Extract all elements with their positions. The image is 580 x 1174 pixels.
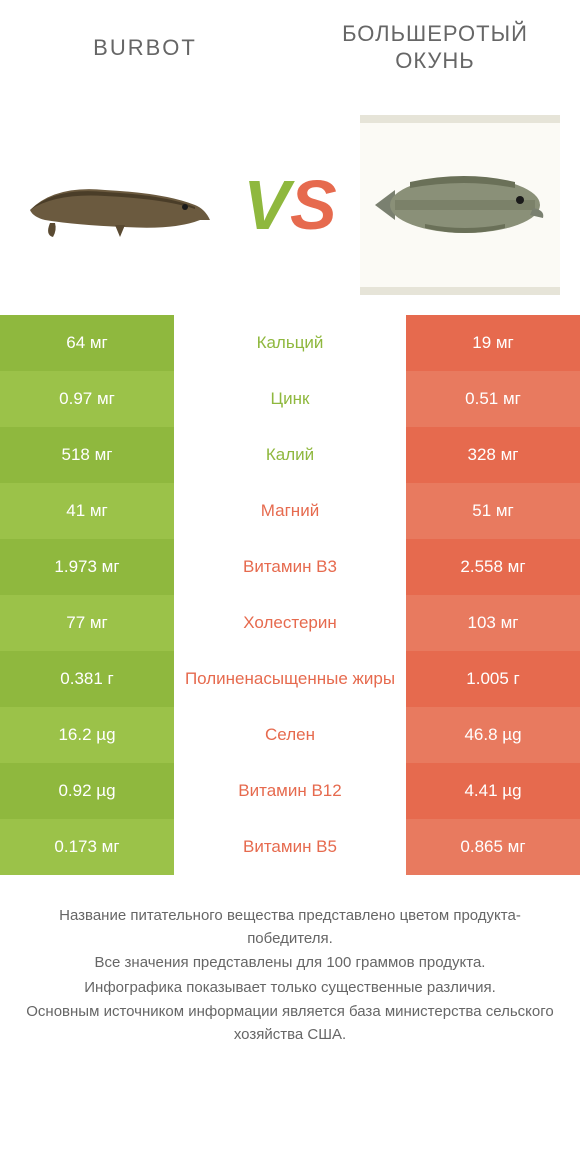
table-row: 0.97 мгЦинк0.51 мг <box>0 371 580 427</box>
nutrient-label: Кальций <box>174 315 406 371</box>
value-left: 41 мг <box>0 483 174 539</box>
table-row: 0.173 мгВитамин B50.865 мг <box>0 819 580 875</box>
value-right: 46.8 µg <box>406 707 580 763</box>
footer-line-3: Инфографика показывает только существенн… <box>20 977 560 1000</box>
vs-v: V <box>243 166 290 244</box>
nutrient-label: Магний <box>174 483 406 539</box>
value-left: 16.2 µg <box>0 707 174 763</box>
value-right: 1.005 г <box>406 651 580 707</box>
vs-label: VS <box>243 165 336 245</box>
value-right: 2.558 мг <box>406 539 580 595</box>
table-row: 64 мгКальций19 мг <box>0 315 580 371</box>
table-row: 16.2 µgСелен46.8 µg <box>0 707 580 763</box>
nutrient-label: Калий <box>174 427 406 483</box>
nutrient-label: Селен <box>174 707 406 763</box>
footer-line-4: Основным источником информации является … <box>20 1001 560 1046</box>
value-right: 103 мг <box>406 595 580 651</box>
nutrient-label: Полиненасыщенные жиры <box>174 651 406 707</box>
value-left: 1.973 мг <box>0 539 174 595</box>
header: BURBOT БОЛЬШЕРОТЫЙ ОКУНЬ <box>0 0 580 95</box>
value-right: 4.41 µg <box>406 763 580 819</box>
table-row: 1.973 мгВитамин B32.558 мг <box>0 539 580 595</box>
vs-s: S <box>290 166 337 244</box>
hero-row: VS <box>0 95 580 315</box>
value-left: 0.381 г <box>0 651 174 707</box>
value-right: 0.51 мг <box>406 371 580 427</box>
value-left: 518 мг <box>0 427 174 483</box>
nutrient-label: Цинк <box>174 371 406 427</box>
table-row: 0.381 гПолиненасыщенные жиры1.005 г <box>0 651 580 707</box>
footer-notes: Название питательного вещества представл… <box>0 875 580 1046</box>
nutrient-label: Витамин B12 <box>174 763 406 819</box>
table-row: 518 мгКалий328 мг <box>0 427 580 483</box>
value-right: 0.865 мг <box>406 819 580 875</box>
value-left: 0.97 мг <box>0 371 174 427</box>
table-row: 41 мгМагний51 мг <box>0 483 580 539</box>
nutrient-label: Витамин B5 <box>174 819 406 875</box>
fish-left-image <box>20 115 220 295</box>
value-right: 19 мг <box>406 315 580 371</box>
value-right: 51 мг <box>406 483 580 539</box>
title-right: БОЛЬШЕРОТЫЙ ОКУНЬ <box>290 21 580 74</box>
value-left: 77 мг <box>0 595 174 651</box>
table-row: 0.92 µgВитамин B124.41 µg <box>0 763 580 819</box>
footer-line-1: Название питательного вещества представл… <box>20 905 560 950</box>
table-row: 77 мгХолестерин103 мг <box>0 595 580 651</box>
nutrient-table: 64 мгКальций19 мг0.97 мгЦинк0.51 мг518 м… <box>0 315 580 875</box>
fish-right-image <box>360 115 560 295</box>
value-left: 0.92 µg <box>0 763 174 819</box>
value-right: 328 мг <box>406 427 580 483</box>
nutrient-label: Витамин B3 <box>174 539 406 595</box>
nutrient-label: Холестерин <box>174 595 406 651</box>
value-left: 0.173 мг <box>0 819 174 875</box>
footer-line-2: Все значения представлены для 100 граммо… <box>20 952 560 975</box>
title-left: BURBOT <box>0 35 290 61</box>
value-left: 64 мг <box>0 315 174 371</box>
